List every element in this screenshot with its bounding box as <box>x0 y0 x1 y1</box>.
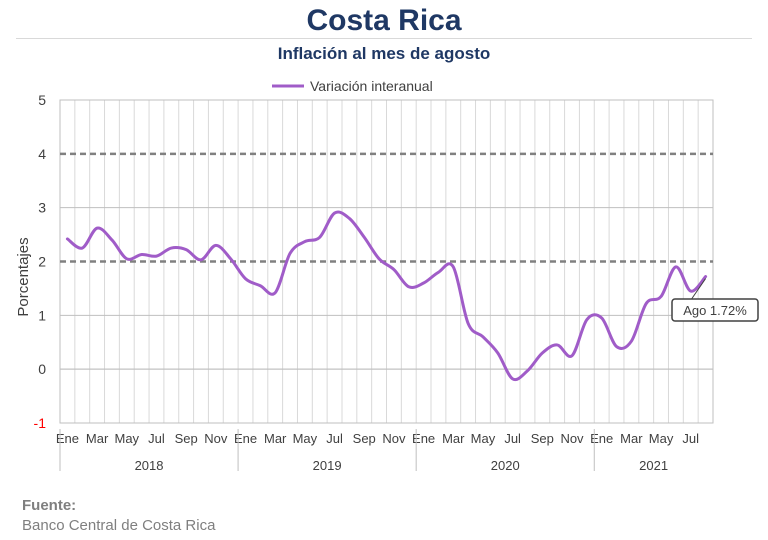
x-month-tick-label: May <box>115 431 140 446</box>
x-month-tick-label: Jul <box>682 431 699 446</box>
x-month-tick-label: Nov <box>204 431 228 446</box>
x-year-label: 2019 <box>313 458 342 473</box>
y-axis-label: Porcentajes <box>15 237 32 316</box>
x-month-tick-label: Jul <box>148 431 165 446</box>
chart-title: Costa Rica <box>306 4 462 37</box>
x-month-tick-label: Ene <box>56 431 79 446</box>
chart-subtitle: Inflación al mes de agosto <box>277 44 491 63</box>
y-tick-label: 4 <box>38 146 46 162</box>
x-month-tick-label: Sep <box>353 431 376 446</box>
x-month-tick-label: Mar <box>442 431 465 446</box>
y-tick-label: -1 <box>34 415 47 431</box>
chart-legend: Variación interanual <box>272 78 433 94</box>
x-year-label: 2018 <box>135 458 164 473</box>
y-tick-label: 0 <box>38 361 46 377</box>
x-month-tick-label: Mar <box>86 431 109 446</box>
annotation-label: Ago 1.72% <box>683 303 747 318</box>
annotation-box <box>671 298 759 322</box>
x-month-tick-label: Sep <box>531 431 554 446</box>
inflation-line-chart: Variación interanual Porcentajes -1 0 1 2 3 4… <box>15 78 759 473</box>
x-month-tick-label: Ene <box>412 431 435 446</box>
x-month-tick-label: May <box>293 431 318 446</box>
annotation-leader <box>691 278 706 300</box>
x-year-label: 2020 <box>491 458 520 473</box>
x-month-tick-label: Nov <box>382 431 406 446</box>
y-tick-label: 2 <box>38 254 46 270</box>
y-tick-label: 5 <box>38 92 46 108</box>
x-month-tick-label: Jul <box>326 431 343 446</box>
title-divider <box>16 38 752 39</box>
x-month-tick-label: Mar <box>620 431 643 446</box>
x-month-tick-label: May <box>649 431 674 446</box>
source-label: Fuente: <box>22 497 77 514</box>
legend-label: Variación interanual <box>310 78 433 94</box>
x-month-tick-label: Mar <box>264 431 287 446</box>
x-month-tick-label: May <box>471 431 496 446</box>
x-month-tick-label: Ene <box>590 431 613 446</box>
reference-lines <box>60 152 713 263</box>
x-month-tick-label: Nov <box>560 431 584 446</box>
x-month-tick-label: Jul <box>504 431 521 446</box>
x-year-label: 2021 <box>639 458 668 473</box>
annotation-layer: Ago 1.72% <box>671 278 759 322</box>
source-text: Banco Central de Costa Rica <box>22 517 216 534</box>
x-month-tick-label: Ene <box>234 431 257 446</box>
x-month-tick-label: Sep <box>175 431 198 446</box>
series-line-variacion-interanual <box>65 210 708 382</box>
y-tick-label: 1 <box>38 307 46 323</box>
series-layer <box>65 210 708 382</box>
axis-layer: -1 0 1 2 3 4 5 Ene Mar May Jul Sep Nov Ene Mar May Jul Se… <box>34 92 713 473</box>
y-tick-label: 3 <box>38 200 46 216</box>
